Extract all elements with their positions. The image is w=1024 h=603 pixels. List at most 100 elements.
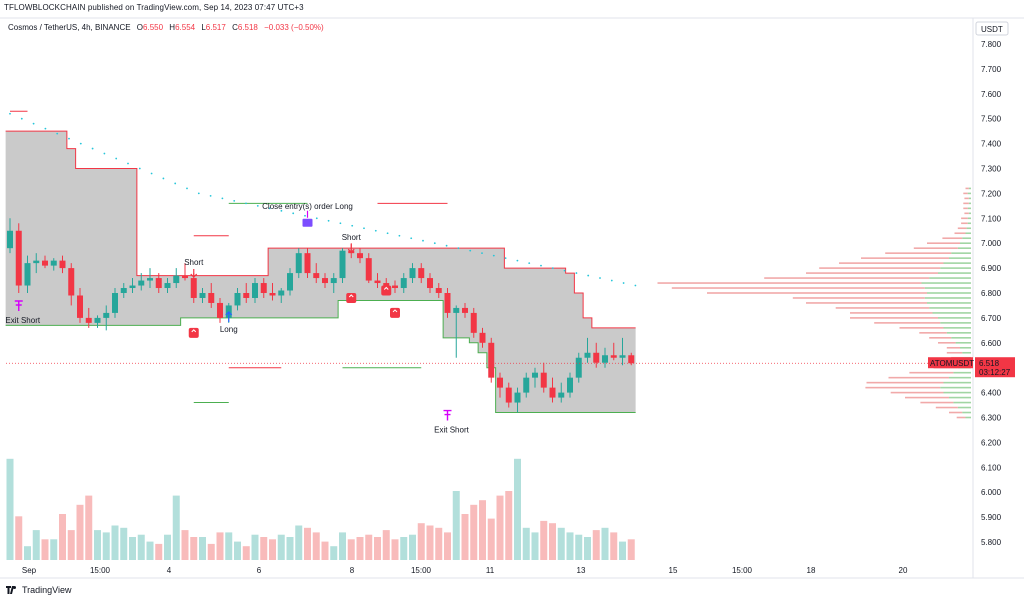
- low-label: L: [201, 23, 206, 32]
- signal-label: Close entry(s) order Long: [262, 202, 353, 211]
- ma-dot: [363, 227, 365, 230]
- ma-dot: [622, 282, 625, 284]
- candle-body: [619, 355, 626, 358]
- candle-body: [252, 283, 258, 298]
- ma-dot: [56, 132, 59, 135]
- vp-down-bar: [964, 212, 969, 215]
- volume-bar: [251, 534, 259, 560]
- vp-up-bar: [932, 312, 971, 314]
- volume-bar: [269, 539, 276, 560]
- y-tick-label: 7.600: [981, 90, 1002, 99]
- candle-body: [59, 260, 66, 269]
- vp-up-bar: [943, 262, 971, 264]
- candle-body: [602, 355, 608, 363]
- x-tick-label: 11: [486, 566, 495, 575]
- vp-up-bar: [943, 327, 971, 329]
- ma-dot: [150, 172, 153, 175]
- volume-bar: [496, 495, 504, 560]
- vp-down-bar: [942, 237, 963, 240]
- ma-dot: [115, 157, 118, 160]
- vp-down-bar: [965, 187, 969, 190]
- close-value: 6.518: [237, 23, 258, 32]
- candle-body: [374, 280, 381, 284]
- ma-dot: [245, 202, 247, 205]
- y-tick-label: 6.800: [981, 289, 1002, 298]
- volume-bar: [6, 458, 14, 560]
- vp-up-bar: [924, 297, 971, 299]
- y-tick-label: 6.300: [981, 414, 1002, 423]
- volume-bar: [216, 532, 224, 560]
- vp-down-bar: [861, 257, 949, 259]
- volume-bar: [76, 504, 84, 560]
- vp-up-bar: [960, 346, 971, 349]
- symbol-title[interactable]: Cosmos / TetherUS, 4h, BINANCE: [8, 23, 131, 32]
- vp-down-bar: [946, 346, 960, 349]
- volume-bar: [452, 491, 460, 560]
- tradingview-footer[interactable]: TradingView: [6, 585, 72, 595]
- candle-body: [532, 372, 538, 378]
- candle-body: [217, 302, 223, 318]
- volume-bar: [435, 527, 443, 560]
- ma-dot: [233, 199, 236, 202]
- y-tick-label: 7.200: [981, 189, 1002, 198]
- volume-bar: [487, 518, 495, 560]
- short-arrow-icon: [347, 244, 355, 253]
- volume-bar: [242, 546, 250, 560]
- volume-bar: [129, 537, 136, 560]
- vp-up-bar: [949, 376, 971, 379]
- s-badge-icon: [346, 292, 357, 303]
- vp-down-bar: [905, 396, 949, 399]
- vp-down-bar: [806, 302, 927, 304]
- candle-body: [488, 342, 495, 378]
- candle-body: [42, 260, 48, 266]
- vp-up-bar: [940, 386, 971, 389]
- x-tick-label: 15:00: [411, 566, 432, 575]
- publish-header: TFLOWBLOCKCHAIN published on TradingView…: [4, 3, 304, 12]
- candle-body: [339, 250, 346, 279]
- candle-body: [164, 283, 171, 289]
- volume-bar: [575, 534, 583, 560]
- vp-down-bar: [707, 292, 927, 294]
- vp-down-bar: [935, 406, 958, 409]
- volume-bar: [522, 527, 530, 560]
- ma-dot: [197, 192, 200, 195]
- y-tick-label: 6.000: [981, 488, 1002, 497]
- ma-dot: [44, 127, 47, 130]
- candle-body: [269, 293, 276, 296]
- vp-up-bar: [951, 337, 971, 339]
- vp-up-bar: [929, 277, 971, 279]
- change-value: −0.033 (−0.50%): [264, 23, 324, 32]
- y-tick-label: 6.700: [981, 314, 1002, 323]
- volume-bar: [601, 527, 609, 560]
- candle-body: [243, 293, 250, 298]
- volume-bar: [505, 491, 513, 560]
- signal-label: Short: [184, 258, 204, 267]
- candle-body: [147, 278, 153, 281]
- candle-body: [479, 332, 486, 343]
- candle-body: [330, 278, 337, 284]
- vp-down-bar: [929, 337, 952, 339]
- vp-up-bar: [965, 232, 971, 235]
- volume-bar: [592, 530, 600, 560]
- volume-bar: [67, 530, 75, 560]
- ma-dot: [280, 209, 283, 212]
- volume-bar: [59, 514, 66, 560]
- vp-down-bar: [792, 297, 925, 299]
- y-tick-label: 5.800: [981, 538, 1002, 547]
- vp-down-bar: [964, 197, 969, 200]
- vp-down-bar: [850, 317, 938, 319]
- ma-dot: [445, 244, 448, 247]
- s-badge-glyph: [392, 309, 398, 313]
- exit-marker-icon: [14, 300, 23, 311]
- volume-bar: [391, 539, 399, 560]
- ma-dot: [351, 224, 354, 227]
- ma-dot: [304, 214, 306, 217]
- candle-body: [540, 372, 547, 388]
- ma-dot: [9, 112, 11, 115]
- vp-down-bar: [963, 207, 968, 210]
- candle-body: [470, 312, 477, 333]
- volume-bar: [627, 539, 635, 560]
- vp-up-bar: [943, 391, 971, 394]
- candle-body: [523, 377, 530, 393]
